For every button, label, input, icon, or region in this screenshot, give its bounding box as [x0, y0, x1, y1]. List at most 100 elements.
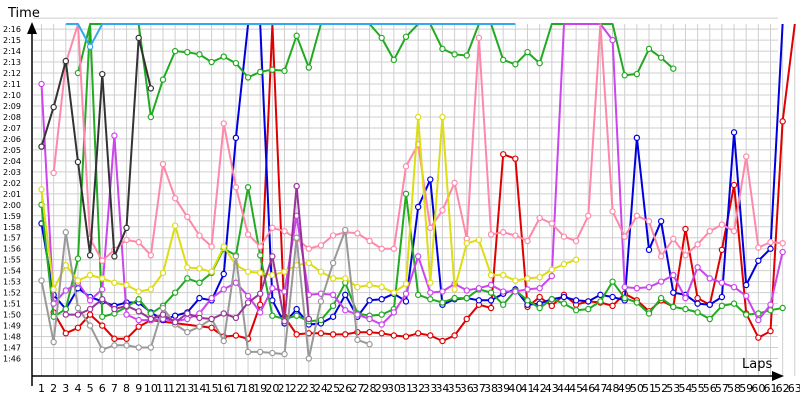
data-point [171, 289, 179, 296]
data-point [123, 335, 130, 342]
x-tick-label: 12 [168, 382, 182, 395]
series-11 [65, 23, 516, 50]
data-point [62, 287, 70, 294]
data-point [147, 252, 155, 259]
data-point [512, 277, 519, 284]
data-point [609, 278, 616, 285]
data-point [293, 182, 300, 190]
data-point [378, 311, 385, 318]
data-point [439, 207, 446, 214]
data-point [402, 298, 410, 305]
data-point [147, 85, 155, 92]
x-tick-label: 58 [727, 382, 741, 395]
data-point [269, 285, 276, 292]
data-point [536, 285, 543, 292]
data-point [621, 283, 628, 291]
data-point [86, 271, 94, 279]
data-point [74, 311, 82, 318]
data-point [767, 327, 774, 335]
data-point [633, 134, 641, 142]
data-point [111, 279, 118, 286]
data-point [208, 294, 215, 302]
x-tick-label: 5 [87, 382, 94, 395]
data-point [378, 330, 385, 337]
x-tick-label: 24 [314, 382, 328, 395]
data-point [99, 70, 106, 78]
data-point [572, 297, 580, 304]
data-point [329, 275, 337, 282]
data-point [269, 349, 276, 357]
data-point [305, 259, 312, 267]
data-point [682, 225, 689, 233]
data-point [694, 294, 701, 302]
data-point [451, 332, 458, 339]
data-point [232, 59, 240, 67]
x-tick-label: 34 [435, 382, 449, 395]
x-tick-label: 40 [508, 382, 522, 395]
data-point [196, 294, 203, 302]
data-point [572, 237, 580, 245]
y-tick-label: 1:58 [3, 223, 21, 232]
data-point [74, 158, 82, 166]
data-point [500, 301, 507, 308]
data-point [645, 246, 653, 254]
data-point [220, 53, 227, 60]
series-line [40, 229, 370, 360]
data-point [645, 310, 653, 317]
data-point [281, 268, 288, 275]
data-point [220, 310, 227, 317]
x-tick-label: 3 [62, 382, 69, 395]
data-point [548, 272, 556, 280]
data-point [99, 346, 106, 353]
data-point [500, 56, 507, 64]
data-point [159, 76, 167, 83]
data-point [38, 277, 45, 284]
data-point [475, 236, 483, 244]
series-6 [50, 23, 786, 264]
data-point [657, 253, 665, 260]
data-point [536, 304, 543, 312]
data-point [487, 297, 495, 304]
data-point [62, 330, 70, 337]
y-tick-label: 2:09 [3, 102, 21, 111]
data-point [99, 257, 106, 264]
data-point [269, 253, 276, 260]
series-line [40, 36, 152, 258]
data-point [342, 226, 349, 234]
data-point [244, 74, 252, 81]
data-point [730, 129, 738, 136]
x-tick-label: 23 [302, 382, 316, 395]
data-point [257, 68, 264, 76]
data-point [293, 331, 300, 338]
data-point [171, 312, 179, 319]
data-point [111, 253, 118, 260]
series-10 [62, 182, 312, 326]
y-tick-label: 2:12 [3, 69, 21, 78]
data-point [232, 253, 240, 260]
x-tick-label: 29 [375, 382, 389, 395]
data-point [682, 305, 689, 313]
data-point [609, 36, 616, 44]
data-point [329, 291, 337, 299]
data-point [366, 315, 373, 323]
data-point [621, 233, 628, 240]
data-point [123, 311, 130, 318]
x-tick-label: 11 [156, 382, 170, 395]
data-point [62, 261, 70, 269]
data-point [706, 275, 713, 282]
data-point [184, 328, 191, 336]
data-point [135, 34, 142, 42]
data-point [171, 319, 179, 326]
y-tick-label: 2:16 [3, 25, 21, 34]
data-point [171, 47, 179, 55]
data-point [269, 271, 276, 279]
data-point [451, 51, 458, 58]
y-tick-label: 2:11 [3, 80, 21, 89]
data-point [390, 309, 398, 316]
data-point [62, 305, 70, 313]
x-tick-label: 56 [703, 382, 717, 395]
data-point [657, 294, 665, 302]
data-point [427, 332, 434, 339]
data-point [366, 328, 373, 336]
y-tick-label: 2:03 [3, 168, 21, 177]
